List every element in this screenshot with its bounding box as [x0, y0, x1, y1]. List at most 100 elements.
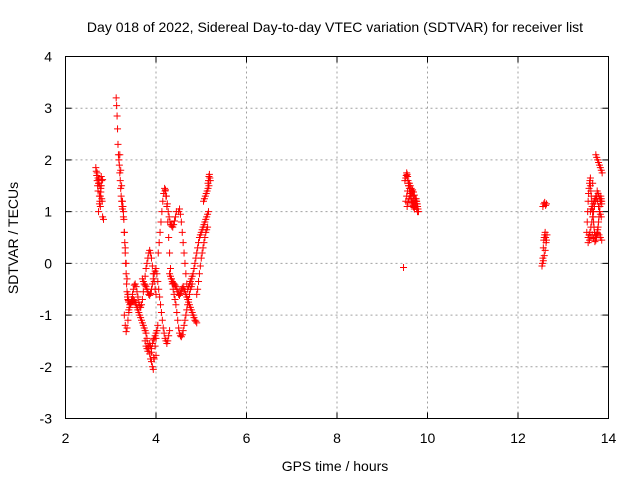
data-point [147, 249, 155, 257]
data-point [149, 365, 157, 373]
data-point [113, 102, 121, 110]
data-point [154, 277, 162, 285]
data-point [174, 316, 182, 324]
data-point [115, 161, 123, 169]
data-point [199, 244, 207, 252]
y-tick-label: 0 [44, 255, 52, 271]
data-point [147, 289, 155, 297]
data-point [182, 270, 190, 278]
data-point [120, 311, 128, 319]
data-point [94, 174, 102, 182]
data-point [118, 182, 126, 190]
data-point [206, 177, 214, 185]
data-point [148, 262, 156, 270]
data-point [201, 234, 209, 241]
data-point [148, 340, 156, 348]
data-point [189, 270, 197, 278]
data-point [192, 317, 200, 325]
y-axis-title: SDTVAR / TECUs [5, 182, 21, 294]
data-point [166, 249, 174, 257]
x-tick-labels: 2 4 6 8 10 12 14 [62, 430, 617, 446]
y-tick-label: -3 [40, 411, 53, 427]
data-point [123, 275, 131, 283]
data-point [598, 169, 606, 177]
data-point [204, 223, 212, 231]
grid-layer [65, 56, 609, 419]
data-point [166, 265, 174, 273]
data-point [175, 290, 183, 298]
data-point [597, 213, 605, 221]
data-point [114, 125, 122, 133]
data-point [409, 188, 417, 196]
x-tick-label: 12 [510, 430, 526, 446]
data-point [161, 187, 169, 195]
y-tick-label: 1 [44, 204, 52, 220]
data-point [141, 281, 149, 289]
data-point [190, 265, 198, 273]
data-point [586, 174, 594, 182]
y-tick-label: -1 [40, 307, 53, 323]
data-point [588, 231, 596, 239]
data-point [159, 197, 167, 205]
data-point [124, 316, 132, 324]
data-point [165, 332, 173, 340]
x-tick-label: 6 [243, 430, 251, 446]
data-point [179, 239, 187, 247]
data-point [413, 200, 421, 208]
data-point [157, 308, 165, 316]
data-point [542, 201, 550, 209]
data-point [410, 191, 418, 199]
data-point [160, 329, 168, 337]
data-point [126, 303, 134, 311]
data-point [96, 192, 104, 200]
data-point [176, 210, 184, 218]
data-point [162, 192, 170, 200]
data-point [541, 246, 549, 254]
data-point [181, 316, 189, 324]
data-point [122, 259, 130, 267]
x-tick-label: 2 [62, 430, 70, 446]
chart-title: Day 018 of 2022, Sidereal Day-to-day VTE… [87, 19, 583, 35]
data-point [598, 236, 606, 244]
data-point [119, 197, 127, 205]
data-point [408, 187, 416, 195]
data-point [404, 198, 412, 206]
series-group-2 [400, 169, 422, 271]
data-point [129, 296, 137, 304]
data-point [205, 182, 213, 190]
data-point [172, 301, 180, 309]
data-point [541, 198, 549, 206]
data-point [152, 351, 160, 359]
data-point [193, 290, 201, 298]
data-point [588, 218, 596, 226]
data-point [589, 213, 597, 221]
y-tick-label: 4 [44, 49, 52, 65]
data-point [170, 221, 178, 229]
plot-frame [65, 56, 609, 419]
y-tick-label: -2 [40, 359, 53, 375]
data-point [198, 249, 206, 257]
data-point [158, 316, 166, 324]
data-point [594, 197, 602, 205]
data-point [124, 290, 132, 298]
x-axis-title: GPS time / hours [282, 458, 389, 474]
data-point [180, 321, 188, 329]
data-point [100, 215, 108, 223]
data-point [114, 140, 122, 148]
data-point [147, 254, 155, 262]
data-point [176, 289, 184, 297]
data-point [142, 329, 150, 337]
data-point [122, 328, 130, 336]
data-point [589, 179, 597, 187]
data-point [543, 231, 551, 239]
series-group-4 [583, 151, 606, 247]
data-point [153, 270, 161, 278]
data-point [120, 228, 128, 236]
data-point [166, 327, 174, 335]
data-point [587, 223, 595, 231]
data-point [149, 336, 157, 344]
data-point [163, 202, 171, 210]
y-tick-label: 3 [44, 100, 52, 116]
data-point [200, 239, 208, 247]
data-point [144, 347, 152, 355]
